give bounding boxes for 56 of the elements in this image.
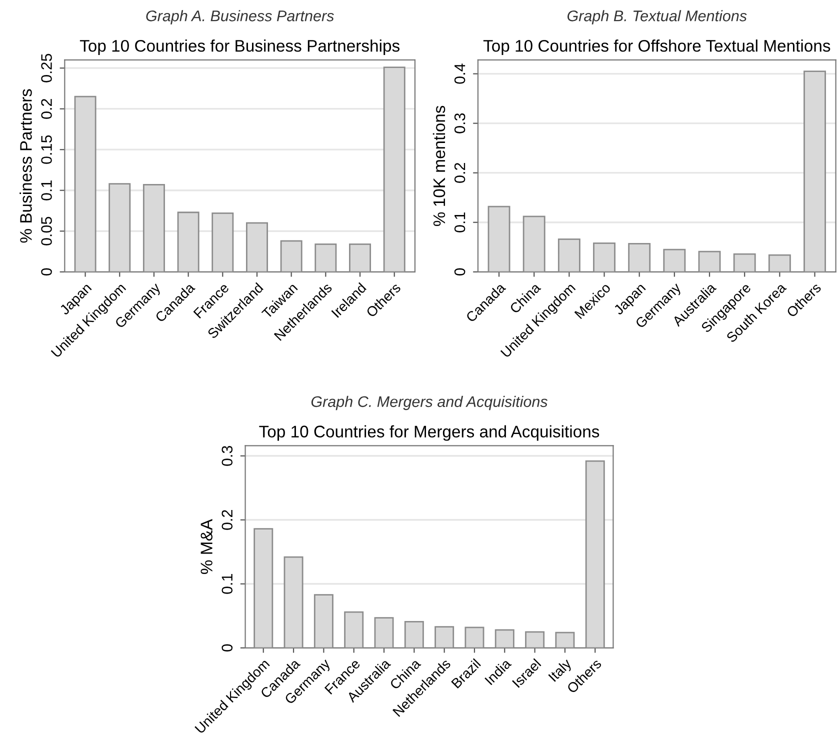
chart-title: Graph A. Business Partners (146, 10, 334, 24)
chart-title: Graph C. Mergers and Acquisitions (311, 396, 548, 410)
bar (488, 206, 510, 272)
bar (374, 617, 394, 648)
y-tick-label: 0.1 (41, 180, 52, 200)
bar (525, 631, 545, 648)
y-tick-label: 0.3 (222, 446, 233, 466)
y-axis-title: % M&A (200, 519, 212, 574)
bar (434, 626, 454, 648)
bar (585, 460, 605, 648)
y-tick-label: 0 (454, 268, 466, 276)
bar (593, 242, 616, 272)
bar (522, 216, 546, 272)
y-tick-label: 0 (222, 644, 233, 652)
chart-title: Graph B. Textual Mentions (567, 10, 747, 24)
bar (663, 248, 686, 272)
bar (349, 243, 372, 272)
bar (698, 250, 721, 272)
bar (314, 594, 334, 648)
y-tick-label: 0.1 (454, 212, 466, 232)
y-axis-title: % 10K mentions (432, 106, 446, 226)
y-tick-label: 0.25 (41, 54, 52, 82)
bar (628, 242, 651, 272)
bar (177, 212, 200, 272)
bar (464, 626, 484, 648)
chart-subtitle: Top 10 Countries for Business Partnerships (80, 40, 400, 56)
y-axis-title: % Business Partners (20, 89, 32, 243)
bar (558, 238, 580, 272)
bar (383, 66, 406, 272)
y-tick-label: 0.1 (222, 574, 233, 594)
y-tick-label: 0.05 (41, 216, 52, 246)
bar (212, 212, 234, 272)
bar (108, 183, 131, 272)
y-tick-label: 0.2 (454, 162, 466, 183)
bar (74, 96, 96, 272)
bar (768, 254, 791, 272)
bar (254, 528, 274, 648)
bar (142, 184, 165, 272)
bar (804, 70, 826, 272)
bar (284, 556, 304, 648)
bar (344, 611, 364, 648)
y-tick-label: 0.2 (41, 98, 52, 119)
bar (733, 253, 756, 272)
bar (404, 620, 424, 648)
y-tick-label: 0.15 (41, 135, 52, 164)
bar (555, 632, 575, 648)
y-tick-label: 0.3 (454, 113, 466, 134)
y-tick-label: 0.2 (222, 510, 233, 530)
y-tick-label: 0 (41, 268, 52, 276)
chart-subtitle: Top 10 Countries for Offshore Textual Mentions (483, 40, 830, 56)
y-tick-label: 0.4 (454, 64, 466, 84)
bar (314, 243, 337, 272)
bar (494, 629, 514, 648)
bar (280, 240, 302, 272)
bar (246, 222, 268, 272)
chart-subtitle: Top 10 Countries for Mergers and Acquisitions (259, 425, 600, 441)
